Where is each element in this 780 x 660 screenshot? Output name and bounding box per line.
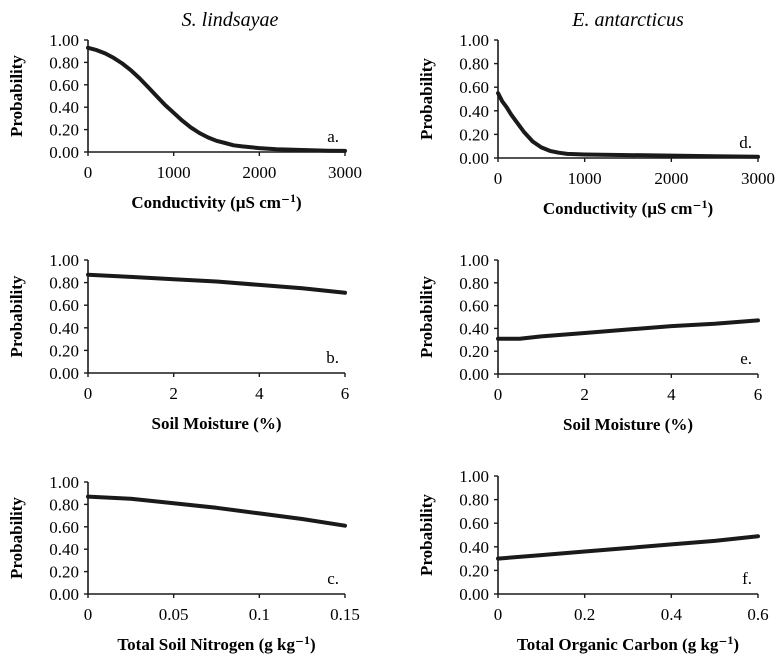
panel-label-f: f.: [742, 569, 752, 588]
y-tick-label-e: 0.20: [459, 342, 489, 361]
y-tick-label-e: 0.60: [459, 297, 489, 316]
y-tick-label-c: 1.00: [49, 473, 79, 492]
x-tick-label-f: 0.2: [574, 605, 595, 624]
y-tick-label-d: 0.40: [459, 102, 489, 121]
y-tick-label-a: 0.60: [49, 76, 79, 95]
curve-e: [496, 318, 760, 341]
x-tick-label-a: 1000: [157, 163, 191, 182]
y-tick-label-b: 0.60: [49, 296, 79, 315]
x-tick-label-a: 0: [84, 163, 93, 182]
x-tick-label-f: 0: [494, 605, 503, 624]
x-tick-label-d: 1000: [568, 169, 602, 188]
x-tick-label-c: 0.1: [249, 605, 270, 624]
y-tick-label-e: 0.40: [459, 319, 489, 338]
panel-label-c: c.: [327, 569, 339, 588]
x-label-e: Soil Moisture (%): [563, 415, 693, 434]
x-tick-label-d: 0: [494, 169, 503, 188]
y-tick-label-f: 1.00: [459, 467, 489, 486]
x-tick-label-b: 0: [84, 384, 93, 403]
y-label-a: Probability: [7, 55, 26, 137]
y-tick-label-e: 1.00: [459, 251, 489, 270]
y-tick-label-e: 0.80: [459, 274, 489, 293]
x-tick-label-e: 4: [667, 385, 676, 404]
y-tick-label-b: 1.00: [49, 251, 79, 270]
y-tick-label-c: 0.00: [49, 585, 79, 604]
x-label-f: Total Organic Carbon (g kg⁻1): [517, 633, 739, 654]
panel-label-d: d.: [739, 133, 752, 152]
x-tick-label-f: 0.6: [747, 605, 768, 624]
panel-b: 0.00 0.20 0.40 0.60 0.80 1.00 0 2 4 6b. Probabilit…: [7, 251, 349, 433]
y-tick-label-a: 0.40: [49, 98, 79, 117]
x-tick-label-e: 2: [580, 385, 589, 404]
panel-label-b: b.: [326, 348, 339, 367]
y-tick-label-d: 0.60: [459, 78, 489, 97]
y-tick-label-a: 0.20: [49, 121, 79, 140]
y-tick-label-f: 0.60: [459, 514, 489, 533]
y-tick-label-c: 0.60: [49, 518, 79, 537]
panel-label-e: e.: [740, 349, 752, 368]
x-label-d: Conductivity (µS cm⁻1): [543, 197, 713, 218]
y-label-c: Probability: [7, 497, 26, 579]
panel-label-a: a.: [327, 127, 339, 146]
panel-e: 0.00 0.20 0.40 0.60 0.80 1.00 0 2 4 6e. Probabilit…: [417, 251, 762, 434]
y-tick-label-b: 0.80: [49, 274, 79, 293]
curve-a: [86, 45, 347, 153]
curve-f: [496, 534, 760, 561]
panel-c: 0.00 0.20 0.40 0.60 0.80 1.00 0 0.05 0.1 0.15 c. Pr…: [7, 473, 360, 654]
y-label-f: Probability: [417, 494, 436, 576]
y-tick-label-d: 0.80: [459, 55, 489, 74]
y-label-e: Probability: [417, 276, 436, 358]
y-tick-label-d: 0.00: [459, 149, 489, 168]
y-tick-label-b: 0.20: [49, 341, 79, 360]
y-tick-label-a: 0.00: [49, 143, 79, 162]
y-label-d: Probability: [417, 58, 436, 140]
y-tick-label-d: 0.20: [459, 125, 489, 144]
x-tick-label-a: 3000: [328, 163, 362, 182]
x-tick-label-c: 0.05: [159, 605, 189, 624]
panel-f: 0.00 0.20 0.40 0.60 0.80 1.00 0 0.2 0.4 0.6 f. Prob…: [417, 467, 769, 654]
y-tick-label-f: 0.40: [459, 538, 489, 557]
y-label-b: Probability: [7, 275, 26, 357]
x-tick-label-b: 6: [341, 384, 350, 403]
y-tick-label-a: 0.80: [49, 53, 79, 72]
x-tick-label-c: 0.15: [330, 605, 360, 624]
y-tick-label-b: 0.00: [49, 364, 79, 383]
panel-a: 0.00 0.20 0.40 0.60 0.80 1.00 0 1000 2000 3000 a. P…: [7, 31, 362, 212]
y-tick-label-c: 0.80: [49, 495, 79, 514]
x-tick-label-b: 2: [169, 384, 178, 403]
y-tick-label-d: 1.00: [459, 31, 489, 50]
x-label-a: Conductivity (µS cm⁻1): [131, 191, 301, 212]
y-tick-label-c: 0.20: [49, 563, 79, 582]
column-title-left: S. lindsayae: [182, 9, 279, 31]
x-tick-label-e: 6: [754, 385, 763, 404]
curve-c: [86, 494, 347, 528]
y-tick-label-e: 0.00: [459, 365, 489, 384]
x-tick-label-d: 2000: [654, 169, 688, 188]
y-tick-label-a: 1.00: [49, 31, 79, 50]
panels: 0.000.200.400.600.801.000 1000 2000 3000a.P…: [7, 31, 775, 654]
x-label-b: Soil Moisture (%): [151, 414, 281, 433]
y-tick-label-c: 0.40: [49, 540, 79, 559]
x-tick-label-f: 0.4: [661, 605, 683, 624]
y-tick-label-f: 0.20: [459, 561, 489, 580]
curve-b: [86, 272, 347, 295]
panel-d: 0.00 0.20 0.40 0.60 0.80 1.00 0 1000 2000 3000 d. P…: [417, 31, 775, 218]
x-tick-label-c: 0: [84, 605, 93, 624]
x-tick-label-e: 0: [494, 385, 503, 404]
column-title-right: E. antarcticus: [571, 9, 684, 31]
curve-d: [496, 91, 760, 159]
x-tick-label-d: 3000: [741, 169, 775, 188]
y-tick-label-f: 0.00: [459, 585, 489, 604]
x-label-c: Total Soil Nitrogen (g kg⁻1): [117, 633, 315, 654]
y-tick-label-b: 0.40: [49, 319, 79, 338]
x-tick-label-b: 4: [255, 384, 264, 403]
x-tick-label-a: 2000: [242, 163, 276, 182]
y-tick-label-f: 0.80: [459, 491, 489, 510]
